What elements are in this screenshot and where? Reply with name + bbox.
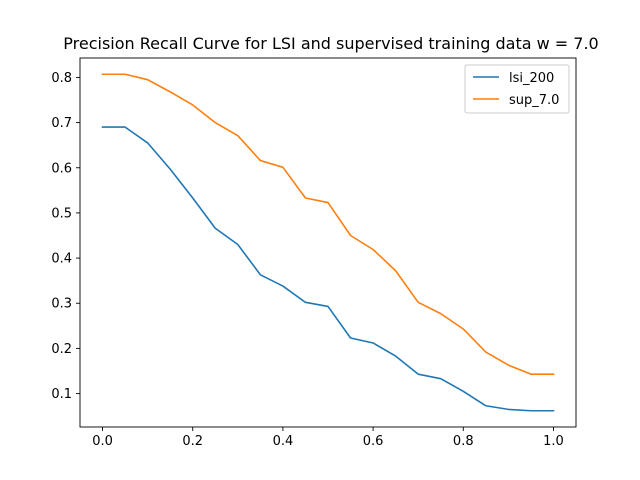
- y-tick-label: 0.4: [51, 252, 72, 267]
- y-tick-label: 0.1: [51, 387, 72, 402]
- legend-label-lsi_200: lsi_200: [509, 71, 554, 86]
- axes-frame: [79, 57, 577, 428]
- x-tick-label: 1.0: [543, 434, 564, 449]
- y-tick-label: 0.8: [51, 71, 72, 86]
- y-tick-label: 0.7: [51, 116, 72, 131]
- y-tick-label: 0.6: [51, 161, 72, 176]
- x-tick-label: 0.8: [453, 434, 474, 449]
- x-tick-label: 0.0: [92, 434, 113, 449]
- plot-area: 0.0 0.2 0.4 0.6 0.8 1.0 0.1 0.2 0.3 0.4 0.5 0.6 0.7 0…: [51, 57, 577, 449]
- y-tick-label: 0.3: [51, 297, 72, 312]
- series-line-sup_7.0: [101, 73, 555, 375]
- x-tick-label: 0.6: [363, 434, 384, 449]
- series-line-lsi_200: [101, 126, 555, 412]
- x-tick-label: 0.2: [182, 434, 203, 449]
- legend-label-sup_7.0: sup_7.0: [509, 93, 559, 108]
- y-tick-label: 0.5: [51, 206, 72, 221]
- chart-title: Precision Recall Curve for LSI and super…: [63, 34, 598, 53]
- y-tick-label: 0.2: [51, 342, 72, 357]
- x-tick-label: 0.4: [273, 434, 294, 449]
